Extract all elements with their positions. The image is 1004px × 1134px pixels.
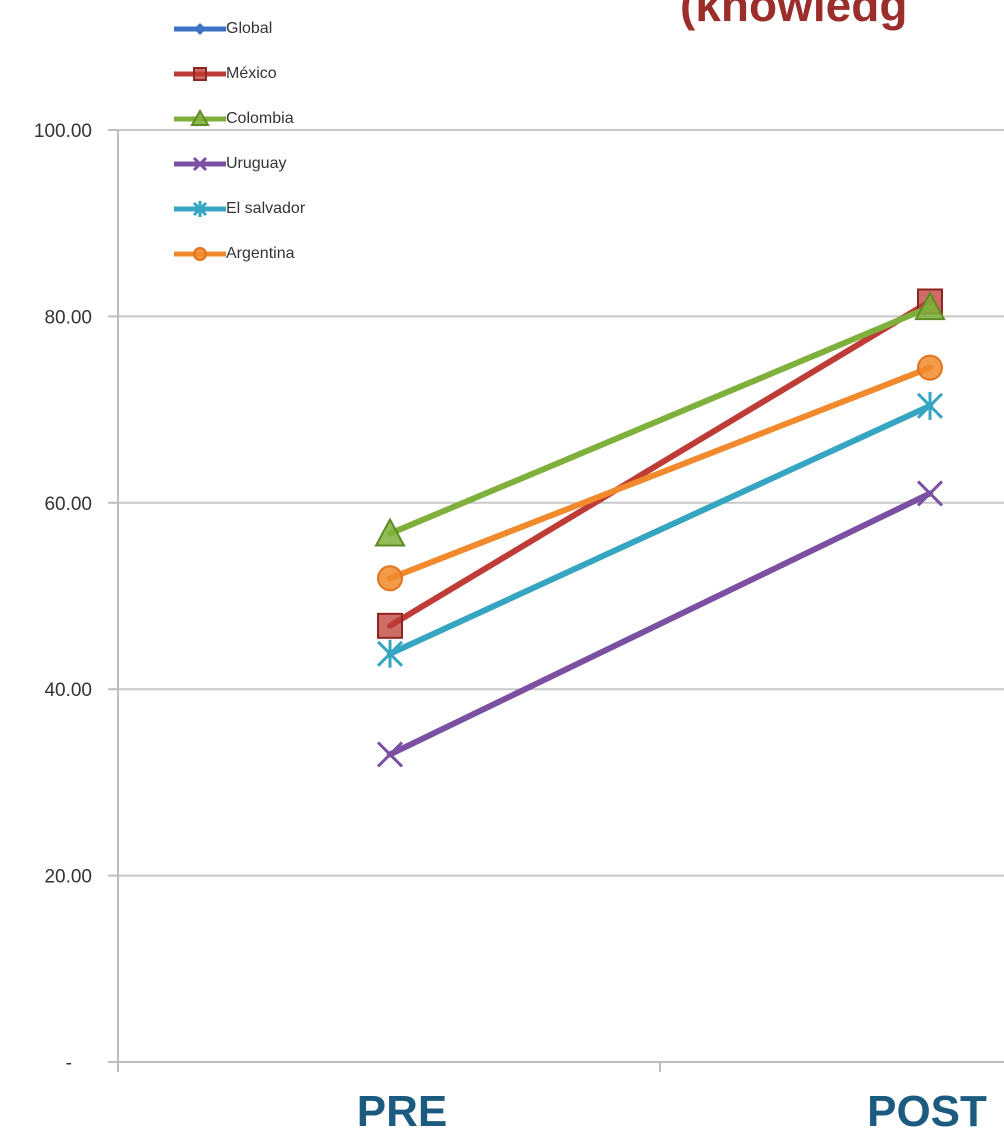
legend-label: México (226, 64, 277, 82)
point-marker (194, 22, 206, 35)
point-marker (916, 480, 944, 507)
legend-label: El salvador (226, 199, 306, 217)
y-tick-label: - (66, 1053, 72, 1074)
legend-item: Global (174, 6, 305, 51)
y-tick-label: 40.00 (44, 680, 92, 701)
point-marker (192, 200, 208, 217)
axis-labels: - 20.00 40.00 60.00 80.00 100.00 PRE POST (34, 121, 987, 1134)
legend-swatch (174, 246, 226, 261)
legend-item: Colombia (174, 96, 305, 141)
series-line (387, 364, 933, 582)
axes (108, 129, 1004, 1072)
series-line (387, 490, 933, 758)
series-uruguay (376, 480, 944, 768)
point-marker (193, 66, 207, 81)
legend-label: Uruguay (226, 154, 287, 172)
legend-label: Global (226, 19, 273, 37)
chart-title: (knowledg (680, 0, 908, 31)
point-marker (914, 290, 946, 321)
series-lines (374, 288, 946, 768)
y-tick-label: 20.00 (44, 867, 92, 888)
legend: Global México Colombia Uruguay El salvador Ar… (174, 6, 305, 276)
legend-label: Colombia (226, 109, 294, 127)
series-colombia (374, 290, 946, 547)
legend-swatch (174, 22, 226, 35)
legend-label: Argentina (226, 244, 295, 262)
series-line (387, 402, 933, 657)
point-marker (916, 391, 944, 420)
gridlines (118, 129, 1004, 877)
legend-swatch (174, 156, 226, 171)
legend-item: Argentina (174, 231, 305, 276)
point-marker (917, 354, 943, 381)
legend-swatch (174, 200, 226, 217)
point-marker (377, 565, 403, 592)
legend-swatch (174, 108, 226, 126)
point-marker (376, 639, 404, 668)
legend-item: Uruguay (174, 141, 305, 186)
series-line (387, 298, 933, 629)
point-marker (374, 517, 406, 547)
point-marker (192, 156, 208, 171)
point-marker (190, 108, 210, 126)
series-el-salvador (376, 391, 944, 668)
x-category-label: PRE (357, 1087, 447, 1129)
legend-swatch (174, 66, 226, 81)
legend-item: México (174, 51, 305, 96)
point-marker (377, 612, 403, 639)
legend-item: El salvador (174, 186, 305, 231)
point-marker (376, 741, 404, 768)
y-tick-label: 100.00 (34, 121, 92, 142)
y-tick-label: 60.00 (44, 494, 92, 515)
y-tick-label: 80.00 (44, 307, 92, 328)
point-marker (193, 246, 207, 261)
series-line (387, 304, 933, 537)
series-méxico (377, 288, 943, 639)
series-argentina (377, 354, 943, 592)
x-category-label: POST (867, 1087, 987, 1129)
